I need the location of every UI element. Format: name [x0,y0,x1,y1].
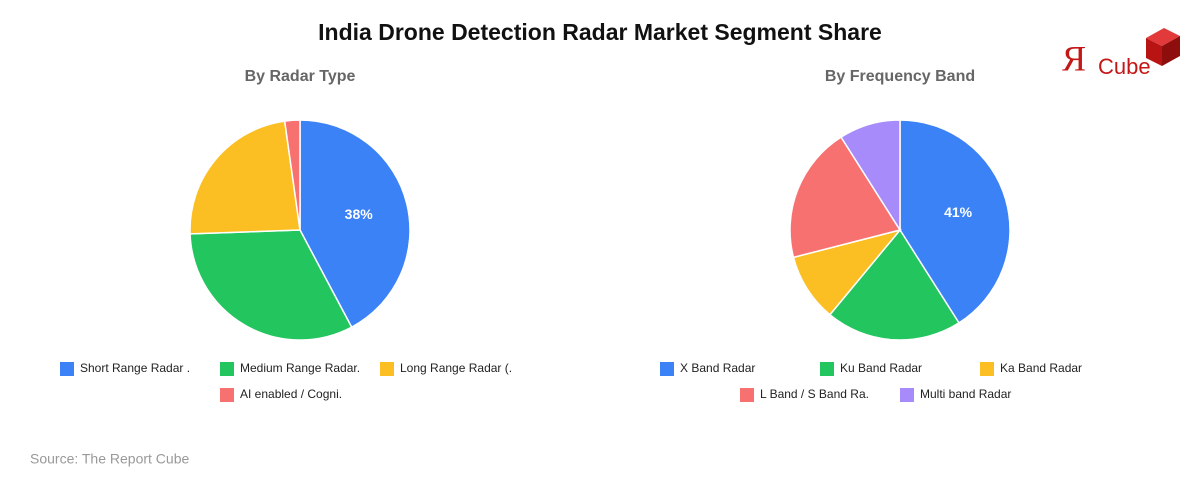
legend-label: AI enabled / Cogni. [240,387,342,401]
legend-label: Long Range Radar (. [400,361,512,375]
legend-swatch [60,362,74,376]
legend-swatch [380,362,394,376]
legend-swatch [660,362,674,376]
legend-swatch [220,388,234,402]
pie-slice [189,229,353,341]
legend-label: Multi band Radar [920,387,1011,401]
legend-swatch [220,362,234,376]
legend-label: Ka Band Radar [1000,361,1082,375]
legend-swatch [900,388,914,402]
legend-swatch [740,388,754,402]
legend-swatch [820,362,834,376]
data-label: 38% [345,206,374,222]
logo-cube-right [1162,36,1180,66]
legend-label: Medium Range Radar. [240,361,360,375]
legend-label: X Band Radar [680,361,755,375]
logo-cube-top [1146,28,1180,46]
pie-slice [789,136,902,259]
legend-label: Ku Band Radar [840,361,922,375]
legend-label: Short Range Radar . [80,361,190,375]
pie-slice [189,120,301,235]
chart-subtitle: By Frequency Band [825,68,975,85]
pie-slice [840,119,901,233]
data-label: 41% [944,204,973,220]
pie-slice [283,119,301,231]
logo-cube-left [1146,38,1162,66]
legend-swatch [980,362,994,376]
logo-text: Cube [1098,54,1151,79]
pie-slice [828,228,960,341]
page-title: India Drone Detection Radar Market Segme… [318,19,882,45]
logo: Я Cube [1062,28,1180,79]
source: Source: The Report Cube [30,451,189,467]
legend-label: L Band / S Band Ra. [760,387,869,401]
chart-subtitle: By Radar Type [245,68,356,85]
pie-slice [299,119,411,329]
logo-mark: Я [1062,38,1086,78]
